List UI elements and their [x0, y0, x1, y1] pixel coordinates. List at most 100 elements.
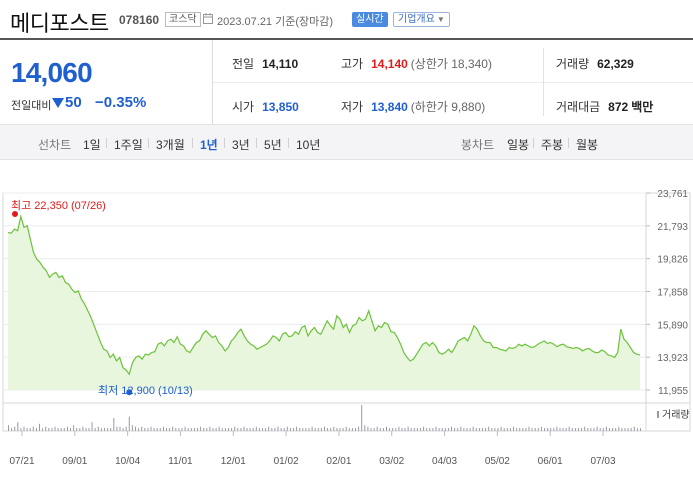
volume-bar	[494, 428, 496, 431]
volume-bar	[243, 426, 245, 431]
volume-bar	[544, 428, 545, 431]
market-badge: 코스닥	[165, 12, 201, 27]
y-tick-label: 21,793	[657, 222, 688, 233]
volume-bar	[460, 426, 462, 431]
volume-bar	[48, 428, 50, 431]
volume-bar	[218, 426, 220, 431]
volume-bar	[116, 426, 118, 431]
volume-bar	[342, 428, 344, 431]
trade-amount: 거래대금 872 백만	[556, 98, 653, 115]
volume-bar	[197, 428, 198, 431]
volume-bar	[491, 428, 493, 431]
tab-divider	[192, 138, 193, 148]
volume-bar	[265, 428, 267, 431]
volume-bar	[289, 428, 291, 431]
y-tick-label: 11,955	[658, 386, 688, 397]
volume-bar	[119, 426, 121, 431]
y-tick-label: 23,761	[657, 189, 688, 200]
volume-bar	[578, 428, 579, 431]
volume-bar	[373, 428, 375, 431]
amount-unit: 백만	[631, 100, 654, 114]
volume-bar	[45, 426, 47, 431]
volume-bar	[110, 428, 112, 431]
volume-bar	[280, 428, 282, 431]
x-tick-label: 09/01	[62, 456, 87, 467]
tab-1w[interactable]: 1주일	[114, 138, 143, 152]
tab-divider	[148, 138, 149, 148]
volume-bar	[488, 426, 490, 431]
volume-bar	[590, 428, 592, 431]
volume-bar	[246, 428, 248, 431]
volume-label: 거래량	[556, 57, 590, 71]
volume-bar	[376, 426, 378, 431]
volume-bar	[525, 428, 527, 431]
x-tick-label: 07/21	[9, 456, 34, 467]
volume-bar	[286, 426, 288, 431]
volume-bar	[252, 428, 254, 431]
volume-bar	[128, 416, 130, 431]
tab-divider	[288, 138, 289, 148]
volume-bar	[593, 428, 595, 431]
price-chart[interactable]: 23,761 21,793 19,826 17,858 15,890 13,923 11,9…	[0, 160, 693, 481]
x-tick-label: 05/02	[485, 456, 510, 467]
volume-bar	[636, 428, 638, 431]
volume-bar	[314, 428, 316, 431]
volume-bar	[94, 428, 96, 431]
volume-bar	[627, 428, 629, 431]
volume-bar	[317, 428, 319, 431]
x-tick-label: 06/01	[538, 456, 563, 467]
volume-bar	[364, 425, 366, 431]
tab-3y[interactable]: 3년	[232, 138, 250, 152]
volume-bar	[274, 428, 276, 431]
x-tick-label: 01/02	[274, 456, 299, 467]
volume-bar	[618, 426, 620, 431]
volume-bar	[547, 428, 549, 431]
tab-3m[interactable]: 3개월	[156, 138, 185, 152]
tab-daily[interactable]: 일봉	[507, 138, 530, 152]
tab-10y[interactable]: 10년	[296, 138, 321, 152]
x-tick-label: 07/03	[590, 456, 615, 467]
tab-5y[interactable]: 5년	[264, 138, 282, 152]
tab-divider	[106, 138, 107, 148]
volume-legend-swatch	[657, 411, 659, 418]
volume-bar	[66, 426, 68, 431]
volume-bar	[29, 428, 31, 431]
company-overview-dropdown[interactable]: 기업개요 ▼	[393, 12, 450, 27]
volume-bar	[203, 428, 205, 431]
volume-bar	[175, 428, 177, 431]
tab-divider	[256, 138, 257, 148]
volume-bar	[144, 428, 146, 431]
volume-bar	[423, 426, 425, 431]
volume-bar	[42, 428, 44, 431]
volume-bar	[231, 428, 233, 431]
company-overview-label: 기업개요	[398, 14, 435, 25]
volume-bar	[413, 428, 415, 431]
x-tick-label: 11/01	[168, 456, 193, 467]
volume-bar	[76, 428, 78, 431]
volume-bar	[302, 428, 304, 431]
volume-bar	[454, 428, 456, 431]
volume-bar	[386, 426, 387, 431]
tab-weekly[interactable]: 주봉	[541, 138, 564, 152]
volume-bar	[596, 426, 598, 431]
tab-1y[interactable]: 1년	[200, 138, 218, 152]
volume-bar	[190, 428, 192, 431]
realtime-button[interactable]: 실시간	[352, 12, 388, 27]
x-tick-label: 02/01	[326, 456, 351, 467]
volume-bar	[624, 428, 626, 431]
open-price: 시가 13,850	[232, 98, 299, 115]
chevron-down-icon: ▼	[436, 15, 445, 24]
volume-bar	[277, 426, 279, 431]
down-arrow-icon	[52, 98, 64, 108]
volume-bar	[398, 426, 400, 431]
tab-monthly[interactable]: 월봉	[576, 138, 599, 152]
tab-1d[interactable]: 1일	[83, 138, 101, 152]
volume-bar	[609, 428, 610, 431]
volume-bar	[147, 428, 149, 431]
volume-bar	[268, 426, 270, 431]
volume-bar	[11, 428, 13, 431]
high-annotation: 최고 22,350 (07/26)	[11, 199, 106, 212]
volume-bar	[138, 428, 140, 431]
volume-bar	[169, 428, 171, 431]
volume-bar	[308, 428, 310, 431]
